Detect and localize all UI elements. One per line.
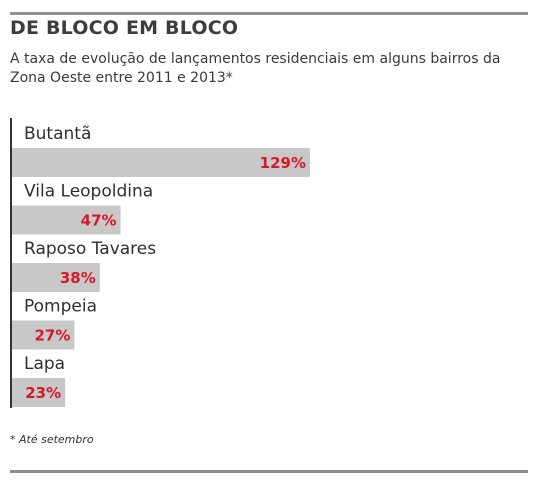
value-label-vila-leopoldina: 47% (81, 212, 117, 230)
bar-lapa (12, 378, 66, 407)
value-label-raposo-tavares: 38% (60, 269, 96, 287)
category-label-butanta: Butantã (24, 124, 91, 144)
bar-raposo-tavares (12, 263, 100, 292)
value-label-pompeia: 27% (34, 327, 70, 345)
top-rule (10, 12, 528, 15)
category-label-raposo-tavares: Raposo Tavares (24, 239, 156, 259)
chart-title: DE BLOCO EM BLOCO (10, 17, 239, 39)
bottom-rule (10, 470, 528, 473)
bar-pompeia (12, 320, 75, 350)
category-label-pompeia: Pompeia (24, 297, 97, 317)
chart-subtitle: A taxa de evolução de lançamentos reside… (10, 51, 501, 86)
value-label-lapa: 23% (25, 384, 61, 402)
category-label-lapa: Lapa (24, 354, 65, 374)
bar-butanta (12, 148, 310, 177)
category-label-vila-leopoldina: Vila Leopoldina (24, 182, 153, 202)
value-label-butanta: 129% (260, 154, 306, 172)
bar-vila-leopoldina (12, 205, 121, 235)
bars-layer: Butantã 129% Vila Leopoldina 47% Raposo Tava… (12, 124, 310, 407)
footnote: * Até setembro (10, 433, 94, 446)
